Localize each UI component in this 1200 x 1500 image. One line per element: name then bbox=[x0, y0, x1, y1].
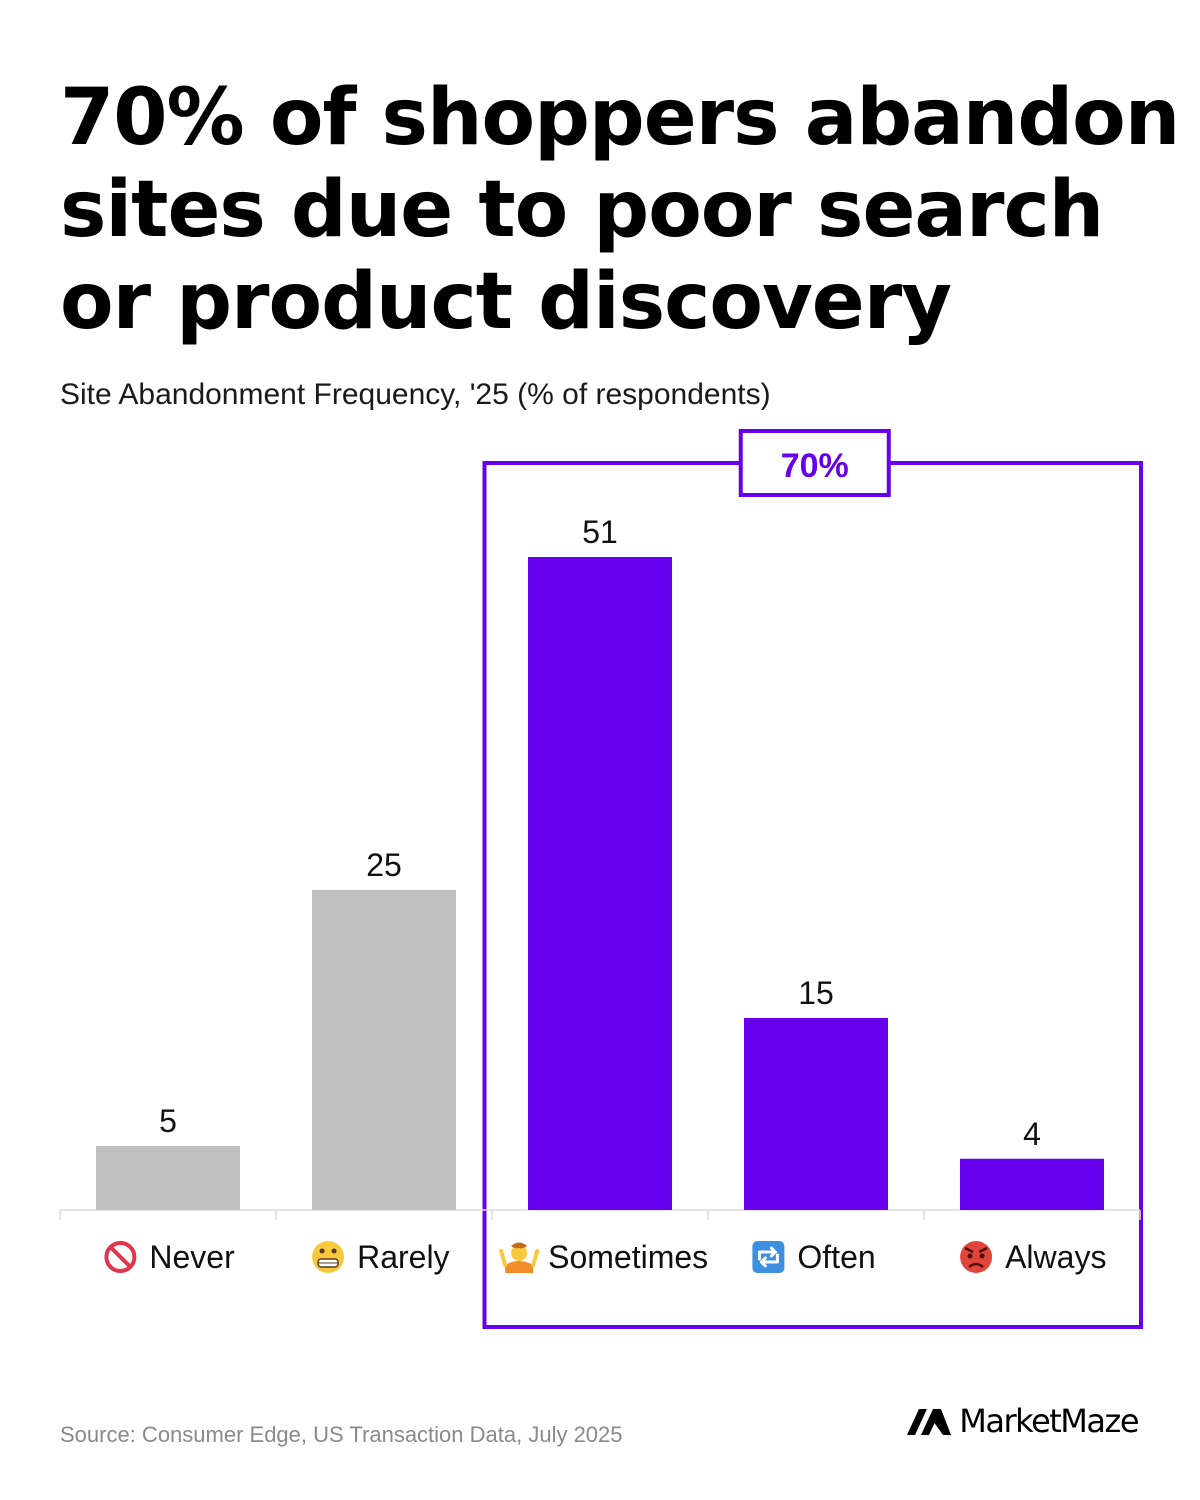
x-tick-label-sometimes: Sometimes bbox=[548, 1239, 708, 1275]
prohibited-icon bbox=[104, 1241, 137, 1273]
grimace-eye bbox=[319, 1248, 325, 1254]
brand-mark-icon bbox=[907, 1409, 952, 1435]
chart-subtitle: Site Abandonment Frequency, '25 (% of re… bbox=[60, 378, 771, 411]
chart-title: 70% of shoppers abandon sites due to poo… bbox=[60, 72, 1180, 348]
repeat-arrow-top bbox=[757, 1246, 777, 1261]
grimace-eye bbox=[331, 1248, 337, 1254]
bar-always bbox=[960, 1158, 1104, 1210]
highlight-callout-box bbox=[738, 429, 891, 497]
data-label-never: 5 bbox=[159, 1103, 177, 1139]
bar-chart: 70% 5 Never 25 Rarely 51 Sometimes 15 Often 4 Alwa… bbox=[59, 429, 1143, 1329]
x-tick-label-often: Often bbox=[797, 1239, 875, 1275]
data-label-sometimes: 51 bbox=[582, 514, 618, 550]
title-line-2: sites due to poor search bbox=[60, 165, 1104, 255]
x-tick-label-never: Never bbox=[149, 1239, 235, 1275]
brand-logo: MarketMaze bbox=[907, 1402, 1139, 1440]
x-tick-label-always: Always bbox=[1005, 1239, 1106, 1275]
data-label-rarely: 25 bbox=[366, 847, 402, 883]
prohibited-slash bbox=[108, 1245, 132, 1269]
angry-brow bbox=[964, 1246, 974, 1254]
repeat-arrow-bottom bbox=[759, 1253, 779, 1268]
angry-mouth bbox=[968, 1262, 984, 1268]
bar-often bbox=[744, 1017, 888, 1210]
bar-rarely bbox=[312, 889, 456, 1210]
title-line-1: 70% of shoppers abandon bbox=[60, 73, 1180, 163]
shrug-head bbox=[511, 1245, 528, 1261]
grimacing-face-icon bbox=[312, 1241, 345, 1273]
angry-eye bbox=[967, 1253, 973, 1259]
data-label-often: 15 bbox=[798, 975, 834, 1011]
title-line-3: or product discovery bbox=[60, 257, 952, 347]
brand-name: MarketMaze bbox=[959, 1402, 1139, 1440]
shrug-hair bbox=[511, 1242, 528, 1249]
repeat-bg bbox=[752, 1241, 785, 1273]
data-label-always: 4 bbox=[1023, 1116, 1041, 1152]
highlight-callout-label: 70% bbox=[781, 447, 849, 485]
angry-face bbox=[960, 1241, 993, 1273]
bar-never bbox=[96, 1145, 240, 1210]
shrug-arms bbox=[499, 1249, 540, 1267]
source-note: Source: Consumer Edge, US Transaction Da… bbox=[60, 1422, 623, 1447]
x-tick-label-rarely: Rarely bbox=[357, 1239, 449, 1275]
grimace-face bbox=[312, 1241, 345, 1273]
bar-sometimes bbox=[528, 557, 672, 1210]
angry-face-icon bbox=[960, 1241, 993, 1273]
repeat-arrows-icon bbox=[752, 1241, 785, 1273]
shrug-body bbox=[505, 1261, 534, 1273]
angry-eye bbox=[979, 1253, 985, 1259]
shrugging-person-icon bbox=[499, 1242, 540, 1273]
angry-brow bbox=[978, 1246, 988, 1254]
